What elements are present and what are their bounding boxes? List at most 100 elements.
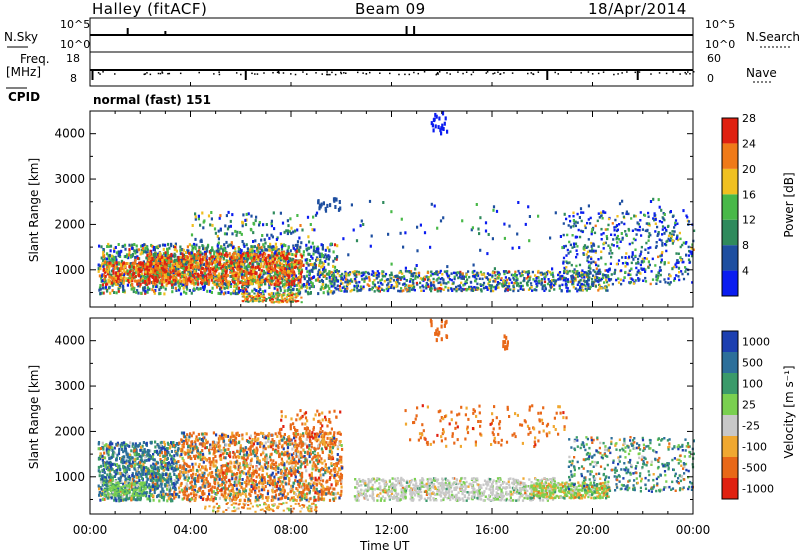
range-gate-cell	[685, 267, 688, 271]
range-gate-cell	[533, 288, 536, 292]
range-gate-cell	[502, 280, 505, 283]
range-gate-cell	[157, 262, 160, 265]
range-gate-cell	[218, 260, 221, 264]
range-gate-cell	[540, 271, 543, 275]
range-gate-cell	[324, 253, 327, 257]
range-gate-cell	[601, 276, 605, 280]
range-gate-cell	[563, 271, 566, 275]
nave-point	[485, 72, 488, 74]
range-gate-cell	[582, 211, 585, 214]
range-gate-cell	[210, 278, 213, 282]
range-gate-cell	[130, 481, 133, 485]
range-gate-cell	[220, 275, 223, 279]
nave-point	[580, 72, 582, 74]
range-gate-cell	[197, 277, 200, 280]
range-gate-cell	[156, 271, 159, 274]
range-gate-cell	[101, 283, 104, 287]
range-gate-cell	[116, 277, 120, 281]
range-gate-cell	[179, 252, 182, 256]
range-gate-cell	[213, 252, 216, 256]
range-gate-cell	[392, 275, 395, 279]
range-gate-cell	[102, 291, 105, 295]
range-gate-cell	[383, 280, 386, 283]
nave-point	[97, 71, 100, 74]
range-gate-cell	[497, 271, 500, 274]
range-gate-cell	[111, 289, 114, 293]
range-gate-cell	[403, 277, 406, 281]
range-gate-cell	[258, 221, 261, 224]
range-gate-cell	[621, 236, 624, 240]
range-gate-cell	[253, 252, 256, 256]
range-gate-cell	[429, 288, 432, 291]
range-gate-cell	[189, 272, 192, 275]
range-gate-cell	[102, 273, 105, 277]
range-gate-cell	[161, 479, 164, 483]
range-gate-cell	[278, 261, 281, 265]
range-gate-cell	[237, 264, 241, 268]
range-gate-cell	[315, 258, 318, 262]
range-gate-cell	[378, 285, 381, 288]
range-gate-cell	[287, 252, 290, 256]
range-gate-cell	[142, 288, 145, 292]
range-gate-cell	[252, 231, 255, 235]
range-gate-cell	[374, 271, 377, 275]
range-gate-cell	[113, 277, 116, 281]
range-gate-cell	[460, 281, 463, 285]
range-gate-cell	[134, 279, 137, 283]
range-gate-cell	[208, 275, 211, 279]
range-gate-cell	[180, 248, 183, 252]
range-gate-cell	[253, 292, 256, 295]
range-gate-cell	[264, 299, 268, 302]
range-gate-cell	[171, 493, 174, 497]
range-gate-cell	[255, 299, 258, 302]
range-gate-cell	[436, 273, 439, 276]
range-gate-cell	[419, 281, 422, 285]
range-gate-cell	[599, 270, 602, 274]
range-gate-cell	[102, 268, 105, 271]
range-gate-cell	[590, 256, 593, 259]
range-gate-cell	[293, 293, 296, 296]
range-gate-cell	[411, 284, 415, 287]
range-gate-cell	[210, 262, 214, 266]
range-gate-cell	[124, 271, 128, 275]
range-gate-cell	[659, 273, 662, 277]
range-gate-cell	[135, 248, 138, 252]
range-gate-cell	[497, 282, 500, 286]
range-gate-cell	[283, 259, 286, 263]
range-gate-cell	[292, 230, 295, 234]
range-gate-cell	[241, 281, 244, 285]
range-gate-cell	[279, 258, 282, 262]
range-gate-cell	[294, 274, 297, 278]
range-gate-cell	[360, 274, 363, 278]
range-gate-cell	[164, 265, 167, 269]
range-gate-cell	[138, 267, 141, 271]
range-gate-cell	[588, 264, 591, 267]
range-gate-cell	[129, 270, 132, 274]
range-gate-cell	[137, 284, 140, 288]
range-gate-cell	[272, 292, 275, 296]
range-gate-cell	[154, 272, 157, 276]
freq-label-line2: [MHz]	[6, 65, 42, 79]
range-gate-cell	[172, 267, 175, 270]
range-gate-cell	[173, 254, 176, 258]
range-gate-cell	[372, 274, 375, 277]
range-gate-cell	[279, 288, 282, 292]
range-gate-cell	[246, 276, 249, 280]
range-gate-cell	[316, 245, 319, 249]
range-gate-cell	[544, 286, 547, 290]
range-gate-cell	[213, 227, 217, 231]
range-gate-cell	[498, 273, 501, 277]
range-gate-cell	[181, 270, 184, 274]
range-gate-cell	[636, 228, 639, 232]
range-gate-cell	[360, 271, 363, 275]
range-gate-cell	[225, 232, 228, 236]
range-gate-cell	[368, 276, 371, 279]
range-gate-cell	[528, 278, 531, 282]
range-gate-cell	[236, 292, 239, 296]
range-gate-cell	[262, 243, 265, 247]
range-gate-cell	[678, 271, 681, 274]
nave-point	[557, 73, 560, 75]
range-gate-cell	[531, 289, 534, 292]
range-gate-cell	[423, 275, 427, 279]
range-gate-cell	[590, 257, 593, 261]
